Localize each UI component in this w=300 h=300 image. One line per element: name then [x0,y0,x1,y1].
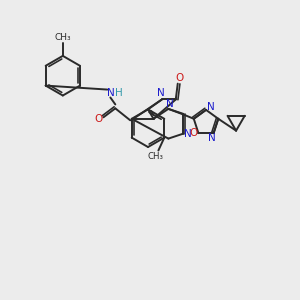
Text: N: N [208,133,215,143]
Text: N: N [184,129,192,139]
Text: H: H [116,88,123,98]
Text: O: O [94,114,103,124]
Text: O: O [189,128,198,138]
Text: CH₃: CH₃ [147,152,164,161]
Text: N: N [157,88,165,98]
Text: O: O [176,73,184,83]
Text: CH₃: CH₃ [55,33,71,42]
Text: N: N [207,102,215,112]
Text: N: N [167,99,174,109]
Text: N: N [107,88,115,98]
